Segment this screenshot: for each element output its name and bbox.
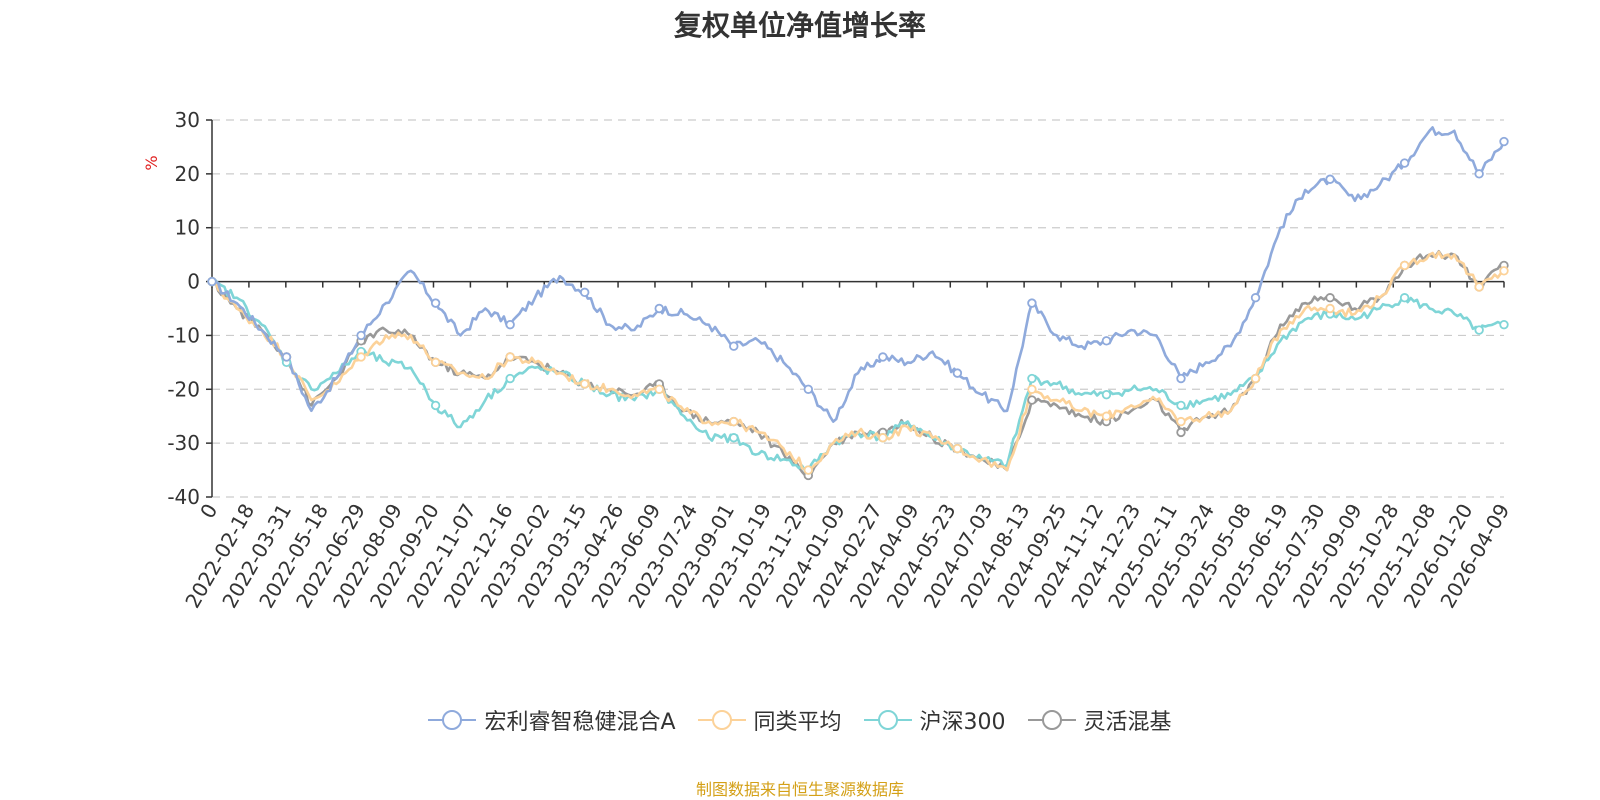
data-point[interactable]	[1027, 395, 1037, 405]
legend-item[interactable]: 同类平均	[697, 704, 842, 736]
y-tick-label: 0	[187, 270, 200, 294]
data-point[interactable]	[803, 465, 814, 475]
y-tick-label: -20	[167, 377, 200, 401]
y-tick-labels: 30 20 10 0 -10 -20 -30 -40	[167, 108, 200, 509]
data-point[interactable]	[430, 357, 441, 368]
y-tick-label: -30	[167, 431, 200, 455]
data-point[interactable]	[1474, 325, 1484, 335]
data-point[interactable]	[505, 373, 515, 384]
data-point[interactable]	[1176, 373, 1186, 384]
data-point[interactable]	[1101, 336, 1112, 346]
data-point[interactable]	[1325, 174, 1335, 184]
legend-swatch-circle	[442, 710, 463, 730]
data-point[interactable]	[430, 298, 441, 308]
legend-swatch-circle	[1041, 710, 1062, 730]
data-point[interactable]	[505, 352, 515, 362]
data-point[interactable]	[1474, 282, 1484, 292]
y-tick-label: -40	[167, 485, 200, 509]
data-point[interactable]	[1027, 298, 1037, 308]
legend-label: 宏利睿智稳健混合A	[484, 710, 676, 735]
data-point[interactable]	[1250, 293, 1261, 303]
data-point[interactable]	[505, 319, 515, 330]
data-point[interactable]	[1399, 158, 1410, 168]
data-point[interactable]	[729, 341, 739, 351]
data-point[interactable]	[952, 443, 963, 454]
legend: 宏利睿智稳健混合A 同类平均 沪深300 灵活混基	[0, 704, 1600, 736]
data-point[interactable]	[1325, 303, 1335, 314]
data-point[interactable]	[729, 416, 739, 427]
axes	[206, 119, 1505, 498]
source-note: 制图数据来自恒生聚源数据库	[695, 780, 904, 799]
data-point[interactable]	[579, 287, 590, 298]
legend-swatch	[863, 710, 912, 730]
legend-item[interactable]: 灵活混基	[1027, 704, 1172, 736]
series-lines	[211, 126, 1506, 477]
data-point[interactable]	[729, 433, 739, 443]
legend-swatch-circle	[877, 710, 898, 730]
data-point[interactable]	[356, 330, 366, 341]
legend-swatch	[1027, 710, 1076, 730]
data-point[interactable]	[1499, 319, 1509, 330]
legend-item[interactable]: 沪深300	[863, 704, 1006, 736]
data-point[interactable]	[654, 384, 664, 394]
data-point[interactable]	[1027, 384, 1037, 394]
y-axis-label: %	[142, 155, 161, 170]
data-point[interactable]	[878, 433, 888, 443]
series-line	[211, 250, 1505, 472]
data-point[interactable]	[356, 352, 366, 362]
y-tick-label: -10	[167, 323, 200, 347]
chart-title: 复权单位净值增长率	[673, 9, 926, 42]
data-point[interactable]	[430, 400, 441, 411]
x-tick-labels: 02022-02-182022-03-312022-05-182022-06-2…	[180, 499, 1514, 612]
data-point[interactable]	[1101, 411, 1112, 421]
line-chart: 30 20 10 0 -10 -20 -30 -40 02022-02-182022-03-3…	[142, 108, 1514, 612]
legend-swatch-circle	[711, 710, 732, 730]
legend-label: 沪深300	[919, 710, 1006, 735]
data-point[interactable]	[1399, 293, 1410, 303]
x-tick-label: 0	[195, 500, 222, 523]
data-point[interactable]	[1250, 373, 1261, 384]
data-point[interactable]	[1176, 427, 1186, 438]
data-point[interactable]	[952, 368, 963, 378]
data-point[interactable]	[1176, 400, 1186, 411]
series-line	[211, 126, 1506, 423]
data-point[interactable]	[1027, 373, 1037, 384]
legend-item[interactable]: 宏利睿智稳健混合A	[428, 704, 676, 736]
data-point[interactable]	[1101, 389, 1112, 400]
data-point[interactable]	[803, 384, 814, 394]
data-point[interactable]	[1325, 293, 1335, 303]
data-point[interactable]	[579, 379, 590, 389]
legend-label: 灵活混基	[1083, 710, 1172, 735]
data-point[interactable]	[281, 352, 292, 362]
series-line	[211, 250, 1505, 477]
legend-swatch	[697, 710, 746, 730]
data-point[interactable]	[1399, 260, 1410, 271]
data-point[interactable]	[1474, 169, 1484, 179]
data-point[interactable]	[1499, 136, 1509, 147]
data-point[interactable]	[878, 352, 888, 362]
y-tick-label: 20	[175, 162, 200, 186]
y-tick-label: 10	[175, 216, 200, 240]
legend-swatch	[428, 710, 477, 730]
data-point[interactable]	[1176, 416, 1186, 427]
legend-label: 同类平均	[753, 710, 842, 735]
data-point[interactable]	[654, 303, 664, 314]
data-point[interactable]	[1499, 266, 1509, 276]
y-tick-label: 30	[175, 108, 200, 132]
data-point[interactable]	[207, 276, 217, 287]
series-markers	[207, 136, 1509, 481]
